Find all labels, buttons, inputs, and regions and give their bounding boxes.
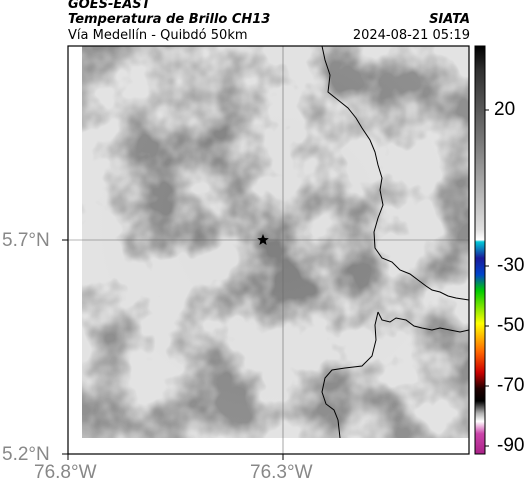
lat-tick-label: 5.2°N [2,444,50,465]
admin-borders [321,46,469,438]
lon-tick-label: 76.8°W [34,462,97,483]
lat-tick-label: 5.7°N [2,230,50,251]
colorbar [474,45,489,455]
colorbar-label: -70 [497,375,525,396]
route-subtitle: Vía Medellín - Quibdó 50km [68,28,248,43]
brightness-temperature-image [82,46,469,438]
datetime-label: 2024-08-21 05:19 [352,28,470,43]
map-frame [67,45,470,455]
colorbar-label: -90 [497,435,525,456]
satellite-name: GOES-EAST [68,0,151,12]
star-marker [257,234,269,245]
lon-tick-label: 76.3°W [250,462,313,483]
colorbar-label: 20 [494,99,516,120]
organization-label: SIATA [429,12,470,27]
product-title: Temperatura de Brillo CH13 [68,12,271,27]
colorbar-label: -30 [497,255,525,276]
colorbar-label: -50 [497,315,525,336]
